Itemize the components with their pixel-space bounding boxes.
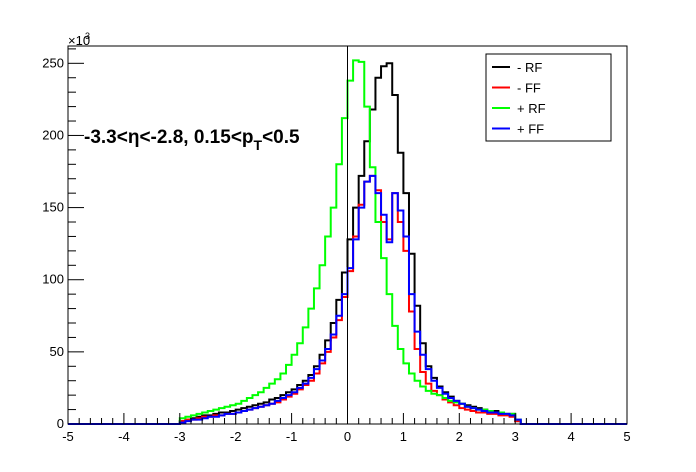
legend-label: + RF (517, 101, 546, 116)
y-multiplier-exponent: 3 (85, 31, 90, 41)
x-tick-label: -2 (230, 429, 242, 444)
annotation-subscript: T (254, 137, 263, 153)
series-ff-line (68, 174, 627, 425)
x-tick-label: 5 (623, 429, 630, 444)
legend-label: + FF (517, 122, 544, 137)
annotation-main: -3.3<η<-2.8, 0.15<p (84, 127, 254, 148)
y-tick-label: 50 (50, 344, 64, 359)
y-multiplier-base: ×10 (68, 33, 90, 48)
legend-label: - RF (517, 60, 542, 75)
y-tick-label: 150 (42, 200, 64, 215)
legend: - RF - FF + RF + FF (485, 53, 612, 142)
x-tick-label: 4 (567, 429, 574, 444)
x-tick-label: 2 (456, 429, 463, 444)
annotation-tail: <0.5 (262, 127, 300, 148)
y-tick-label: 250 (42, 55, 64, 70)
x-tick-label: -1 (286, 429, 298, 444)
y-tick-label: 100 (42, 272, 64, 287)
x-tick-label: -3 (174, 429, 186, 444)
series-ff-line (68, 174, 627, 425)
y-multiplier-label: ×10 3 (68, 31, 90, 48)
legend-label: - FF (517, 81, 541, 96)
x-tick-label: 1 (400, 429, 407, 444)
x-tick-label: 0 (344, 429, 351, 444)
selection-annotation: -3.3<η<-2.8, 0.15<pT<0.5 (84, 127, 300, 153)
x-tick-label: -5 (62, 429, 74, 444)
y-tick-label: 0 (57, 416, 64, 431)
legend-box (485, 53, 612, 142)
x-tick-label: 3 (512, 429, 519, 444)
x-tick-label: -4 (118, 429, 130, 444)
y-tick-label: 200 (42, 127, 64, 142)
